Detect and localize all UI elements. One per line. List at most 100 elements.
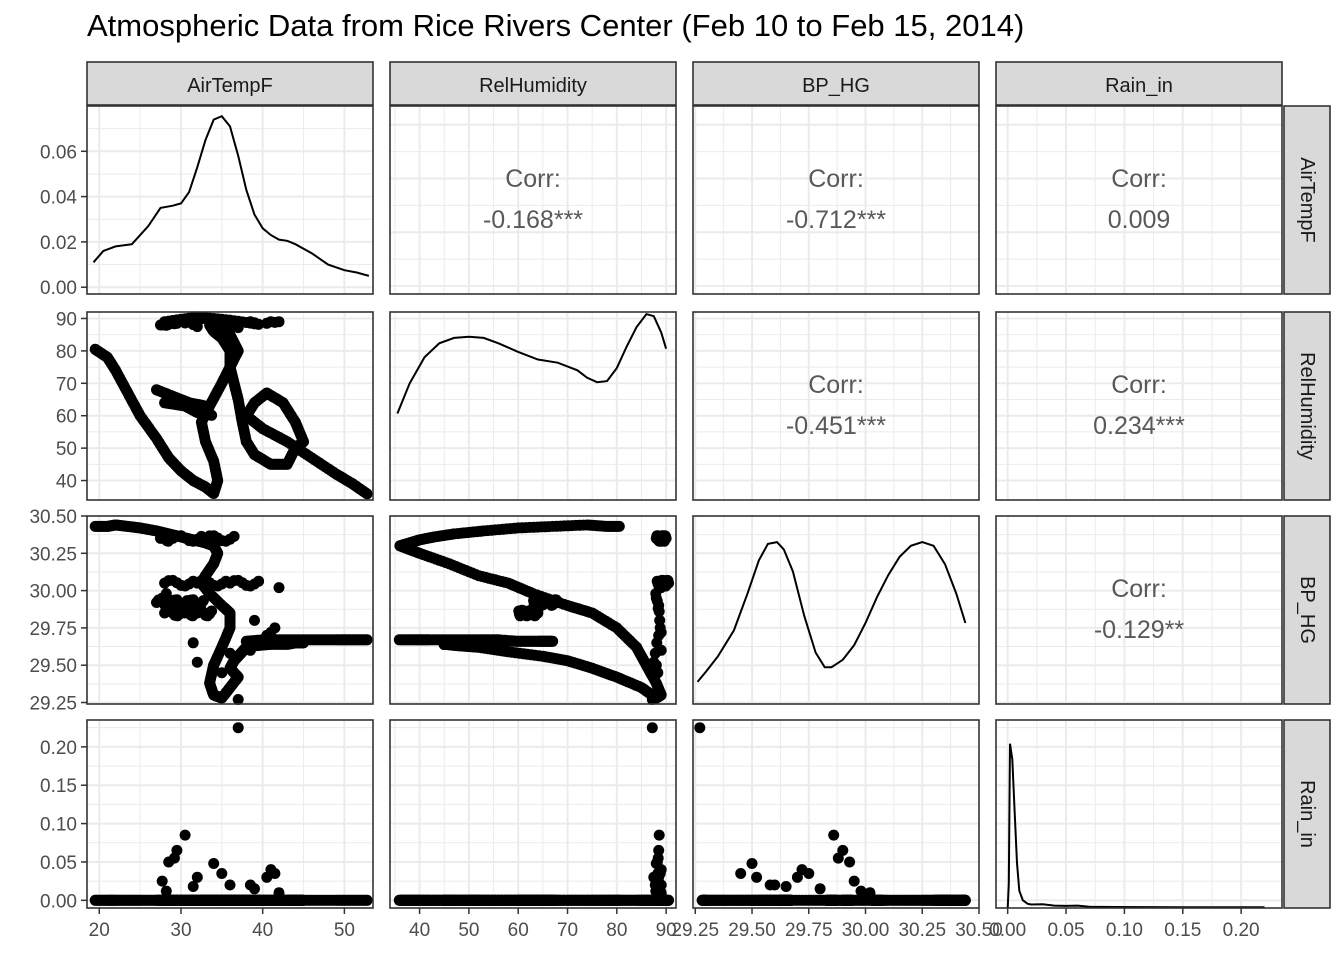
y-tick-label: 90 (56, 309, 77, 330)
scatter-point (528, 595, 540, 607)
panel-Rain_in-AirTempF (86, 719, 374, 909)
scatter-point (187, 881, 199, 892)
corr-label: Corr: (808, 165, 864, 193)
scatter-point (654, 530, 666, 542)
scatter-point (832, 852, 844, 864)
panel-AirTempF-AirTempF (86, 105, 374, 295)
panel-Rain_in-BP_HG (692, 719, 980, 909)
panel-Rain_in-Rain_in (995, 719, 1283, 909)
corr-value: 0.234*** (1093, 412, 1185, 440)
scatter-point (224, 320, 236, 332)
scatter-point (780, 881, 792, 892)
y-tick-label: 0.06 (40, 142, 77, 163)
scatter-point (261, 871, 273, 883)
y-tick-label: 0.20 (40, 738, 77, 759)
scatter-point (228, 530, 240, 542)
x-tick-label: 20 (89, 920, 110, 941)
scatter-point (244, 316, 256, 328)
y-tick-label: 30.00 (29, 582, 77, 603)
strip-right-Rain_in: Rain_in (1283, 719, 1331, 909)
density-curve-BP_HG (696, 541, 967, 683)
scatter-point (655, 887, 667, 899)
scatter-point (814, 883, 826, 895)
scatter-point (168, 603, 180, 614)
panel-AirTempF-RelHumidity: Corr: -0.168*** (389, 105, 677, 295)
y-tick-label: 29.25 (29, 694, 77, 715)
corr-label: Corr: (1111, 371, 1167, 399)
panel-border (692, 105, 980, 295)
scatter-point (168, 852, 180, 864)
scatter-point (769, 879, 781, 891)
y-tick-label: 0.15 (40, 776, 77, 797)
corr-label: Corr: (1111, 165, 1167, 193)
strip-background (389, 61, 677, 106)
corr-value: -0.168*** (483, 206, 583, 234)
scatter-point (646, 722, 658, 734)
x-tick-label: 0.20 (1223, 920, 1260, 941)
y-tick-label: 0.05 (40, 853, 77, 874)
panel-background (390, 720, 676, 908)
scatter-point (655, 879, 667, 891)
scatter-point (160, 319, 172, 331)
strip-label: Rain_in (1296, 780, 1318, 848)
panel-AirTempF-BP_HG: Corr: -0.712*** (692, 105, 980, 295)
panel-background (693, 312, 979, 500)
scatter-point (179, 606, 191, 617)
corr-value: -0.451*** (786, 412, 886, 440)
scatter-point (224, 879, 236, 891)
y-tick-label: 29.50 (29, 656, 77, 677)
panel-border (692, 311, 980, 501)
strip-top-BP_HG: BP_HG (692, 61, 980, 106)
corr-label: Corr: (808, 371, 864, 399)
x-tick-label: 40 (252, 920, 273, 941)
scatter-point (746, 858, 758, 869)
panel-BP_HG-BP_HG (692, 515, 980, 705)
x-tick-label: 40 (409, 920, 430, 941)
strip-background (995, 61, 1283, 106)
scatter-point (751, 871, 763, 883)
x-tick-label: 50 (334, 920, 355, 941)
panel-border (86, 311, 374, 501)
scatter-point (652, 868, 664, 879)
scatter-point (828, 829, 840, 841)
scatter-point (253, 575, 265, 587)
y-tick-label: 0.10 (40, 815, 77, 836)
density-curve-AirTempF (92, 114, 370, 277)
x-tick-label: 29.50 (728, 920, 776, 941)
panel-border (86, 515, 374, 705)
scatter-point (160, 885, 172, 897)
scatter-point (273, 316, 285, 328)
strip-background (1283, 105, 1331, 295)
strip-background (1283, 515, 1331, 705)
y-tick-label: 60 (56, 407, 77, 428)
panel-BP_HG-AirTempF (86, 515, 374, 705)
scatter-point (232, 722, 244, 734)
scatter-point (528, 894, 540, 906)
scatter-point (261, 629, 273, 641)
corr-value: -0.712*** (786, 206, 886, 234)
x-tick-label: 0.15 (1164, 920, 1201, 941)
scatter-point (216, 318, 228, 330)
strip-background (692, 61, 980, 106)
panel-border (995, 105, 1283, 295)
scatter-point (208, 659, 220, 671)
x-tick-label: 29.25 (671, 920, 719, 941)
scatter-point (191, 656, 203, 668)
x-tick-label: 80 (606, 920, 627, 941)
scatter-point (197, 595, 209, 607)
density-curve-RelHumidity (396, 312, 668, 414)
panel-border (86, 105, 374, 295)
scatter-point (244, 644, 256, 656)
strip-label: AirTempF (1296, 157, 1318, 243)
y-tick-label: 50 (56, 439, 77, 460)
scatter-point (646, 694, 658, 705)
y-tick-label: 30.25 (29, 544, 77, 565)
scatter-point (224, 647, 236, 659)
scatter-point (942, 894, 954, 906)
strip-background (1283, 719, 1331, 909)
strip-label: Rain_in (1105, 75, 1173, 97)
scatter-point (206, 409, 218, 421)
panel-background (996, 720, 1282, 908)
scatter-point (187, 319, 199, 331)
scatter-point (874, 894, 886, 906)
